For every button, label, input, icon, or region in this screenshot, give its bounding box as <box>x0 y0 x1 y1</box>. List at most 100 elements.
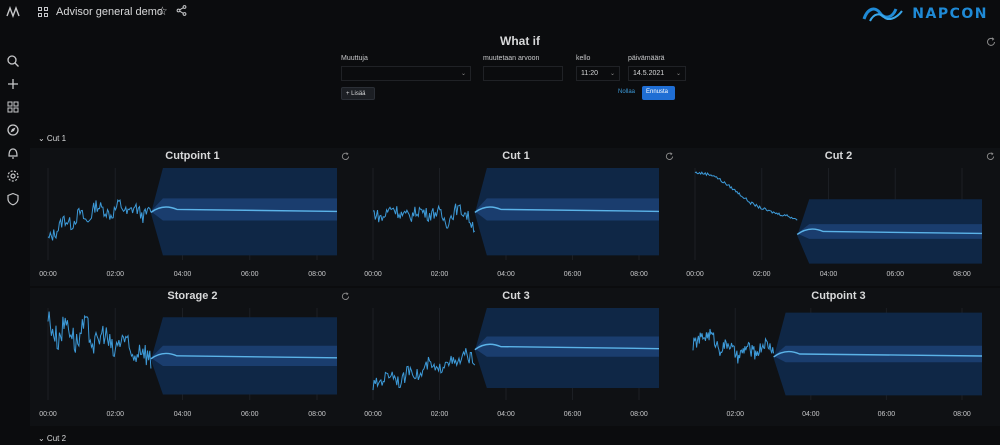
settings-gear-icon[interactable] <box>6 169 20 183</box>
x-tick-label: 08:00 <box>308 271 326 278</box>
brand-logo: NAPCON <box>862 5 988 23</box>
share-icon[interactable] <box>176 5 187 16</box>
panel-title[interactable]: Cut 3 <box>502 290 530 302</box>
arvo-input[interactable] <box>483 66 563 81</box>
shield-icon[interactable] <box>6 192 20 206</box>
paiva-label: päivämäärä <box>628 55 665 62</box>
napcon-logo-icon[interactable] <box>6 6 20 18</box>
x-tick-label: 04:00 <box>802 411 820 418</box>
add-button[interactable]: + Lisää <box>341 87 375 100</box>
forecast-inner-band <box>150 198 337 221</box>
x-tick-label: 06:00 <box>241 411 259 418</box>
forecast-inner-band <box>773 345 982 363</box>
chart-cut-1: 00:00 02:00 04:00 06:00 08:00 <box>364 168 660 278</box>
kello-label: kello <box>576 55 591 62</box>
refresh-icon[interactable] <box>986 152 995 161</box>
forecast-line <box>150 206 338 213</box>
forecast-line <box>474 343 660 351</box>
chevron-down-icon: ⌄ <box>460 71 466 77</box>
refresh-icon[interactable] <box>665 152 674 161</box>
paiva-select[interactable]: 14.5.2021 ⌄ <box>628 66 686 81</box>
panel-title[interactable]: Storage 2 <box>167 290 218 302</box>
paiva-value: 14.5.2021 <box>633 70 665 77</box>
x-tick-label: 02:00 <box>431 271 449 278</box>
x-tick-label: 02:00 <box>726 411 744 418</box>
search-icon[interactable] <box>6 54 20 68</box>
series-line <box>47 199 152 241</box>
forecast-inner-band <box>150 345 337 366</box>
panel-cut-1: Cut 1 00:00 02:00 04:00 06:00 08:00 <box>355 148 677 286</box>
row-header-cut-1[interactable]: ⌄ Cut 1 <box>38 134 67 143</box>
dashboards-icon[interactable] <box>6 100 20 114</box>
panel-title[interactable]: Cut 1 <box>502 150 530 162</box>
x-tick-label: 08:00 <box>953 411 971 418</box>
x-tick-label: 04:00 <box>820 271 838 278</box>
refresh-icon[interactable] <box>986 37 996 47</box>
kello-value: 11:20 <box>581 70 598 77</box>
x-tick-label: 00:00 <box>39 271 57 278</box>
x-tick-label: 08:00 <box>630 271 648 278</box>
forecast-inner-band <box>474 336 659 357</box>
panel-title[interactable]: Cut 2 <box>824 150 853 162</box>
panel-cut-3: Cut 3 00:00 02:00 04:00 06:00 08:00 <box>355 288 677 426</box>
x-tick-label: 04:00 <box>497 271 515 278</box>
panel-cutpoint-3: Cutpoint 3 02:00 04:00 06:00 08:00 <box>677 288 1000 426</box>
chart-cut-3: 00:00 02:00 04:00 06:00 08:00 <box>364 308 660 418</box>
forecast-inner-band <box>797 224 982 239</box>
x-tick-label: 06:00 <box>564 271 582 278</box>
explore-icon[interactable] <box>6 123 20 137</box>
chart-storage-2: 00:00 02:00 04:00 06:00 08:00 <box>39 308 338 418</box>
series-line <box>373 203 476 233</box>
alerting-bell-icon[interactable] <box>6 146 20 160</box>
x-tick-label: 00:00 <box>364 411 382 418</box>
muuttuja-select[interactable]: ⌄ <box>341 66 471 81</box>
refresh-icon[interactable] <box>341 292 350 301</box>
panel-storage-2: Storage 2 00:00 02:00 04:00 06:00 08:00 <box>30 288 355 426</box>
arvo-label: muutetaan arvoon <box>483 55 540 62</box>
x-tick-label: 04:00 <box>497 411 515 418</box>
x-tick-label: 04:00 <box>174 271 192 278</box>
muuttuja-label: Muuttuja <box>341 55 368 62</box>
x-tick-label: 00:00 <box>39 411 57 418</box>
x-tick-label: 02:00 <box>106 411 124 418</box>
chart-cut-2: 00:00 02:00 04:00 06:00 08:00 <box>686 168 983 278</box>
forecast-line <box>474 206 660 213</box>
panel-title[interactable]: Cutpoint 1 <box>165 150 220 162</box>
forecast-line <box>773 350 983 358</box>
reset-button[interactable]: Nollaa <box>618 89 636 95</box>
panel-cutpoint-1: Cutpoint 1 00:00 02:00 04:00 06:00 08:00 <box>30 148 355 286</box>
refresh-icon[interactable] <box>341 152 350 161</box>
chart-cutpoint-1: 00:00 02:00 04:00 06:00 08:00 <box>39 168 338 278</box>
x-tick-label: 04:00 <box>174 411 192 418</box>
forecast-line <box>150 352 338 360</box>
x-tick-label: 02:00 <box>106 271 124 278</box>
row-header-cut-2[interactable]: ⌄ Cut 2 <box>38 434 67 443</box>
x-tick-label: 00:00 <box>364 271 382 278</box>
panel-title[interactable]: Cutpoint 3 <box>811 290 866 302</box>
x-tick-label: 06:00 <box>878 411 896 418</box>
forecast-inner-band <box>474 198 659 221</box>
series-line <box>47 311 152 369</box>
kello-select[interactable]: 11:20 ⌄ <box>576 66 620 81</box>
chart-cutpoint-3: 02:00 04:00 06:00 08:00 <box>692 308 983 418</box>
forecast-line <box>796 228 983 236</box>
plus-icon[interactable] <box>6 77 20 91</box>
panel-cut-2: Cut 2 00:00 02:00 04:00 06:00 08:00 <box>677 148 1000 286</box>
x-tick-label: 06:00 <box>241 271 259 278</box>
top-navbar: Advisor general demo ☆ NAPCON <box>0 0 1000 26</box>
dashboard-grid-icon <box>38 7 48 17</box>
predict-button[interactable]: Ennusta <box>642 86 675 100</box>
star-icon[interactable]: ☆ <box>157 4 168 18</box>
x-tick-label: 00:00 <box>686 271 704 278</box>
x-tick-label: 02:00 <box>753 271 771 278</box>
napcon-brand-icon <box>862 7 904 22</box>
x-tick-label: 08:00 <box>630 411 648 418</box>
series-line <box>694 171 798 221</box>
dashboard-title[interactable]: Advisor general demo <box>56 6 164 18</box>
x-tick-label: 08:00 <box>953 271 971 278</box>
whatif-title: What if <box>500 34 540 48</box>
x-tick-label: 06:00 <box>564 411 582 418</box>
series-line <box>372 348 476 391</box>
x-tick-label: 02:00 <box>431 411 449 418</box>
